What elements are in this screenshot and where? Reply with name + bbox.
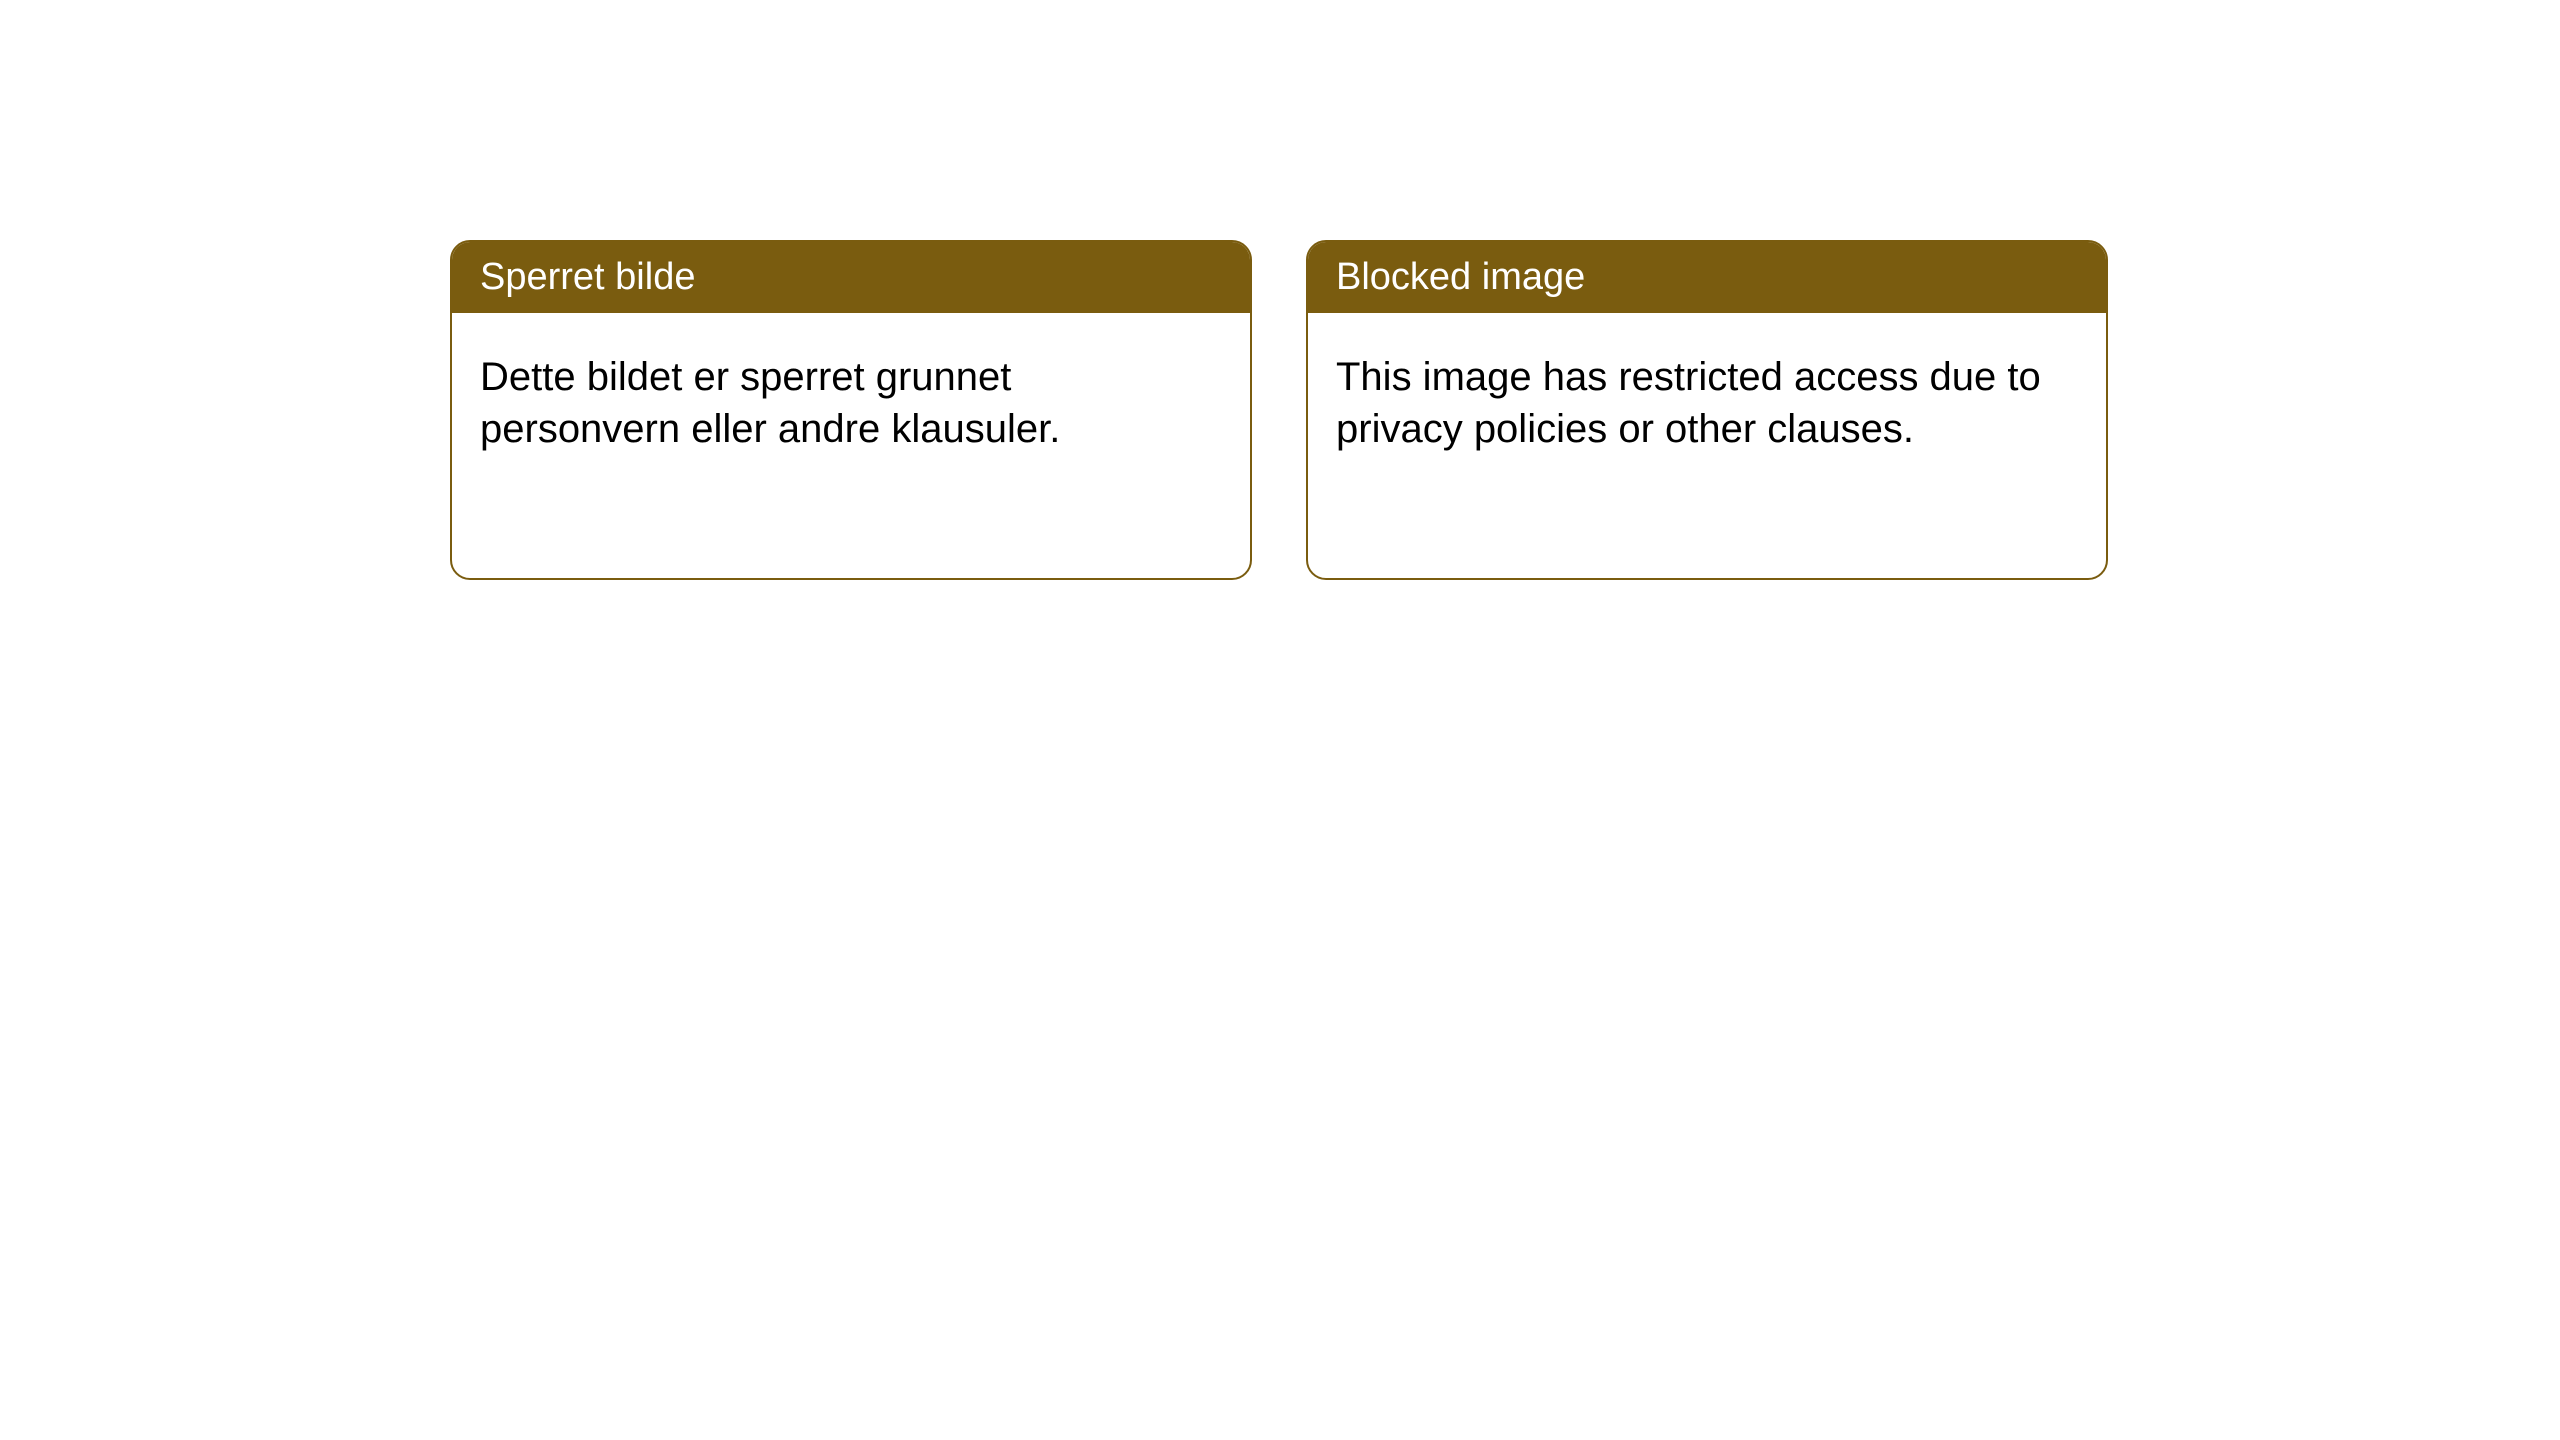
notice-card-no: Sperret bilde Dette bildet er sperret gr… — [450, 240, 1252, 580]
notice-title: Sperret bilde — [480, 256, 695, 298]
notice-card-body: Dette bildet er sperret grunnet personve… — [452, 313, 1250, 493]
notice-card-body: This image has restricted access due to … — [1308, 313, 2106, 493]
notice-title: Blocked image — [1336, 256, 1585, 298]
notice-card-en: Blocked image This image has restricted … — [1306, 240, 2108, 580]
notice-card-header: Blocked image — [1308, 242, 2106, 313]
notice-card-header: Sperret bilde — [452, 242, 1250, 313]
notice-body-text: Dette bildet er sperret grunnet personve… — [480, 355, 1060, 451]
notice-container: Sperret bilde Dette bildet er sperret gr… — [0, 0, 2560, 580]
notice-body-text: This image has restricted access due to … — [1336, 355, 2041, 451]
